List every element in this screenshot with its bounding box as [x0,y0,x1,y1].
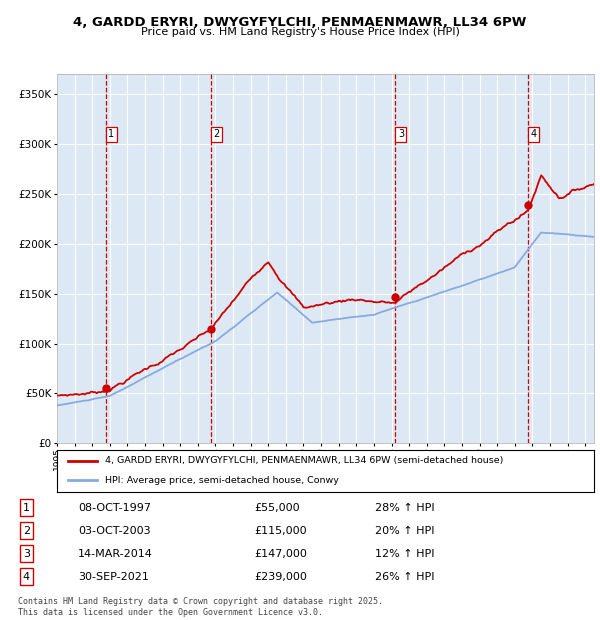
Text: Price paid vs. HM Land Registry's House Price Index (HPI): Price paid vs. HM Land Registry's House … [140,27,460,37]
Text: £239,000: £239,000 [254,572,307,582]
Text: £55,000: £55,000 [254,503,299,513]
Text: 4, GARDD ERYRI, DWYGYFYLCHI, PENMAENMAWR, LL34 6PW: 4, GARDD ERYRI, DWYGYFYLCHI, PENMAENMAWR… [73,16,527,29]
Text: 3: 3 [398,129,404,140]
Text: £115,000: £115,000 [254,526,307,536]
Text: 12% ↑ HPI: 12% ↑ HPI [375,549,434,559]
Text: 30-SEP-2021: 30-SEP-2021 [78,572,149,582]
Text: £147,000: £147,000 [254,549,307,559]
Text: 4: 4 [530,129,537,140]
Text: 20% ↑ HPI: 20% ↑ HPI [375,526,434,536]
Text: 3: 3 [23,549,30,559]
Text: 14-MAR-2014: 14-MAR-2014 [78,549,153,559]
Text: Contains HM Land Registry data © Crown copyright and database right 2025.
This d: Contains HM Land Registry data © Crown c… [18,598,383,617]
Text: 28% ↑ HPI: 28% ↑ HPI [375,503,434,513]
Text: 1: 1 [23,503,30,513]
Text: 03-OCT-2003: 03-OCT-2003 [78,526,151,536]
Text: HPI: Average price, semi-detached house, Conwy: HPI: Average price, semi-detached house,… [106,476,339,485]
Text: 4: 4 [23,572,30,582]
Text: 2: 2 [23,526,30,536]
Text: 2: 2 [214,129,220,140]
Text: 08-OCT-1997: 08-OCT-1997 [78,503,151,513]
Text: 26% ↑ HPI: 26% ↑ HPI [375,572,434,582]
Text: 4, GARDD ERYRI, DWYGYFYLCHI, PENMAENMAWR, LL34 6PW (semi-detached house): 4, GARDD ERYRI, DWYGYFYLCHI, PENMAENMAWR… [106,456,504,466]
Text: 1: 1 [109,129,115,140]
